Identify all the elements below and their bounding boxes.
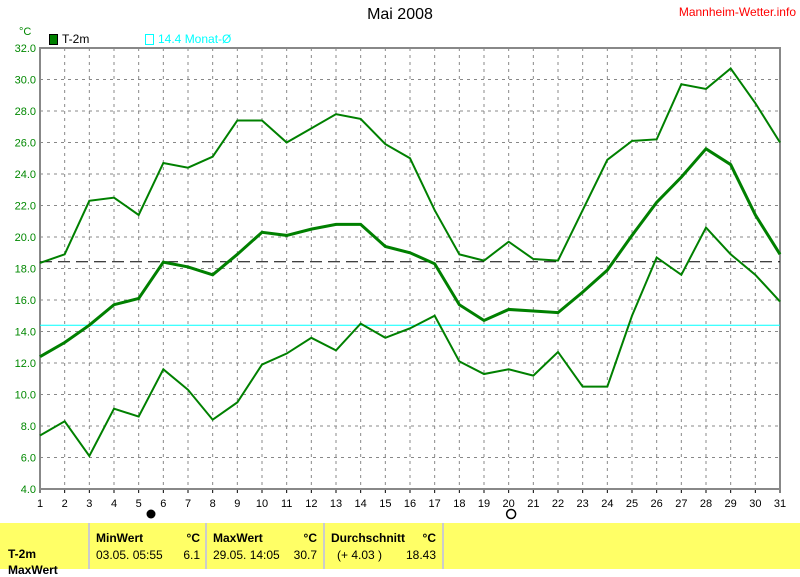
avg-diff: (+ 4.03 ) xyxy=(337,548,383,562)
legend-swatch xyxy=(145,33,154,45)
y-tick-label: 16.0 xyxy=(15,295,36,307)
avg-unit: °C xyxy=(422,531,436,545)
x-tick-label: 13 xyxy=(330,498,342,510)
y-tick-label: 6.0 xyxy=(21,453,36,465)
x-tick-label: 28 xyxy=(700,498,712,510)
min-unit: °C xyxy=(186,531,200,545)
x-tick-label: 18 xyxy=(453,498,465,510)
avg-header: Durchschnitt xyxy=(331,531,406,545)
min-header: MinWert xyxy=(96,531,144,545)
x-tick-label: 9 xyxy=(234,498,240,510)
y-tick-label: 30.0 xyxy=(15,75,36,87)
min-value: 6.1 xyxy=(183,548,200,562)
legend-label: 14.4 Monat-Ø xyxy=(158,32,232,46)
x-tick-label: 25 xyxy=(626,498,638,510)
x-tick-label: 1 xyxy=(37,498,43,510)
x-tick-label: 12 xyxy=(305,498,317,510)
plot-frame xyxy=(39,47,781,490)
series-max xyxy=(39,67,781,264)
series-min xyxy=(39,225,781,458)
x-tick-label: 11 xyxy=(281,498,292,510)
series-mean xyxy=(39,146,782,359)
chart: 1 2 3 4 5 6 7 8 9 10 11 12 13 14 15 16 17 18 19 20 21 22 23 24 2… xyxy=(15,43,786,520)
stats-panel: T-2m MaxWert MinWert °C 03.05. 05:55 6.1… xyxy=(0,523,800,577)
max-column: MaxWert °C 29.05. 14:05 30.7 xyxy=(205,523,323,569)
x-tick-label: 7 xyxy=(185,498,191,510)
stats-row-label-2: MaxWert xyxy=(8,563,58,577)
x-tick-label: 14 xyxy=(355,498,367,510)
x-tick-label: 26 xyxy=(651,498,663,510)
y-tick-label: 22.0 xyxy=(15,201,36,213)
x-tick-label: 19 xyxy=(478,498,490,510)
x-tick-label: 16 xyxy=(404,498,416,510)
x-tick-label: 2 xyxy=(62,498,68,510)
y-tick-label: 18.0 xyxy=(15,264,36,276)
x-tick-label: 21 xyxy=(527,498,539,510)
min-column: MinWert °C 03.05. 05:55 6.1 xyxy=(88,523,206,569)
full-moon-icon xyxy=(505,508,517,520)
min-date: 03.05. 05:55 xyxy=(96,548,163,562)
x-tick-label: 6 xyxy=(160,498,166,510)
x-tick-label: 27 xyxy=(675,498,687,510)
y-axis-unit: °C xyxy=(19,26,32,38)
y-tick-label: 28.0 xyxy=(15,106,36,118)
x-tick-label: 23 xyxy=(577,498,589,510)
x-tick-label: 5 xyxy=(136,498,142,510)
x-tick-label: 31 xyxy=(774,498,786,510)
y-tick-label: 32.0 xyxy=(15,43,36,55)
x-tick-label: 15 xyxy=(379,498,391,510)
x-tick-label: 3 xyxy=(86,498,92,510)
chart-title: Mai 2008 xyxy=(367,6,433,23)
x-tick-label: 22 xyxy=(552,498,564,510)
legend-swatch xyxy=(49,33,58,45)
y-tick-label: 26.0 xyxy=(15,138,36,150)
x-tick-label: 17 xyxy=(429,498,441,510)
max-unit: °C xyxy=(303,531,317,545)
legend-t2m: T-2m xyxy=(49,32,89,46)
new-moon-icon xyxy=(146,509,156,519)
brand-link[interactable]: Mannheim-Wetter.info xyxy=(678,5,796,19)
y-tick-label: 24.0 xyxy=(15,169,36,181)
max-header: MaxWert xyxy=(213,531,263,545)
legend-label: T-2m xyxy=(62,32,90,46)
avg-column: Durchschnitt °C (+ 4.03 ) 18.43 xyxy=(323,523,444,569)
legend-month-avg: 14.4 Monat-Ø xyxy=(145,32,231,46)
y-tick-label: 4.0 xyxy=(21,484,36,496)
y-tick-label: 8.0 xyxy=(21,421,36,433)
x-tick-label: 8 xyxy=(210,498,216,510)
y-tick-label: 10.0 xyxy=(15,390,36,402)
y-tick-label: 20.0 xyxy=(15,232,36,244)
y-tick-label: 12.0 xyxy=(15,358,36,370)
max-value: 30.7 xyxy=(293,548,317,562)
stats-row-label: T-2m xyxy=(8,547,37,561)
x-tick-label: 30 xyxy=(749,498,761,510)
x-tick-label: 24 xyxy=(601,498,613,510)
x-tick-label: 4 xyxy=(111,498,117,510)
x-tick-label: 10 xyxy=(256,498,268,510)
y-tick-label: 14.0 xyxy=(15,327,36,339)
avg-value: 18.43 xyxy=(405,548,436,562)
x-tick-label: 20 xyxy=(503,498,515,510)
x-tick-label: 29 xyxy=(725,498,737,510)
max-date: 29.05. 14:05 xyxy=(213,548,280,562)
